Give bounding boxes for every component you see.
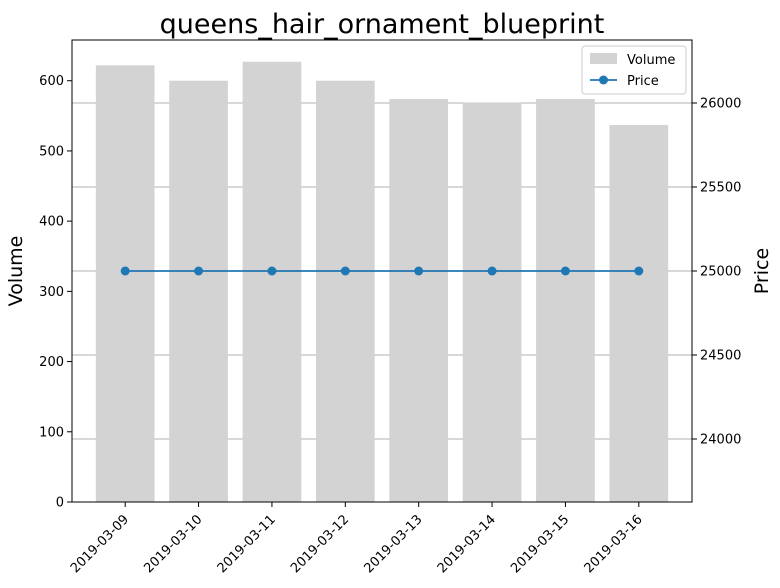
left-tick-label: 600 [39, 74, 64, 89]
right-tick-label: 24000 [700, 433, 741, 448]
right-tick-label: 24500 [700, 349, 741, 364]
volume-bar [95, 65, 155, 502]
chart-title: queens_hair_ornament_blueprint [160, 9, 605, 40]
volume-bar [315, 80, 375, 503]
volume-bar [536, 98, 595, 502]
legend-volume-swatch [590, 53, 617, 64]
volume-bar [462, 102, 522, 502]
left-axis: 0 100 200 300 400 500 600 [39, 74, 72, 511]
legend-volume-label: Volume [627, 53, 675, 68]
price-marker [560, 266, 570, 276]
left-tick-label: 500 [39, 144, 64, 159]
right-tick-label: 25500 [700, 181, 741, 196]
price-line-series [120, 266, 644, 276]
volume-bar [389, 98, 449, 502]
price-marker [267, 266, 277, 276]
price-marker [194, 266, 204, 276]
left-tick-label: 0 [56, 496, 64, 511]
volume-bar [242, 61, 302, 502]
x-tick-label: 2019-03-15 [508, 512, 572, 576]
left-axis-label: Volume [5, 236, 27, 307]
legend: Volume Price [581, 45, 687, 95]
right-tick-label: 26000 [700, 97, 741, 112]
price-marker [487, 266, 497, 276]
right-tick-label: 25000 [700, 265, 741, 280]
volume-bar [169, 80, 228, 503]
left-tick-label: 200 [39, 355, 64, 370]
x-tick-label: 2019-03-16 [582, 512, 646, 576]
x-tick-label: 2019-03-12 [288, 512, 352, 576]
price-marker [340, 266, 350, 276]
price-marker [634, 266, 644, 276]
left-tick-label: 100 [39, 425, 64, 440]
price-marker [414, 266, 424, 276]
x-tick-label: 2019-03-14 [435, 512, 499, 576]
right-axis-label: Price [751, 248, 773, 294]
price-marker [120, 266, 130, 276]
x-tick-label: 2019-03-11 [215, 512, 279, 576]
left-tick-label: 400 [39, 215, 64, 230]
volume-bar [609, 124, 669, 502]
volume-bars [95, 61, 669, 503]
left-tick-label: 300 [39, 285, 64, 300]
x-tick-label: 2019-03-09 [68, 512, 132, 576]
legend-price-marker [599, 75, 608, 85]
x-tick-label: 2019-03-10 [141, 512, 205, 576]
x-axis: 2019-03-09 2019-03-10 2019-03-11 2019-03-12… [68, 502, 646, 576]
legend-price-label: Price [627, 74, 659, 89]
x-tick-label: 2019-03-13 [361, 512, 425, 576]
right-axis: 24000 24500 25000 25500 26000 [692, 97, 741, 448]
